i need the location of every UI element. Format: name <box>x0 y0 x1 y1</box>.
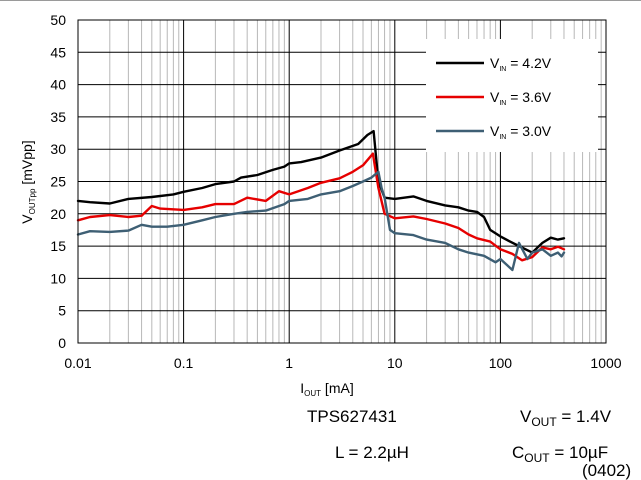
y-tick-label: 35 <box>50 109 66 125</box>
legend-box <box>426 39 598 152</box>
inductor-value: L = 2.2µH <box>335 443 409 462</box>
legend-label: VIN = 3.0V <box>490 123 552 141</box>
x-axis-label-sub: OUT <box>304 389 321 398</box>
y-tick-label: 25 <box>50 174 66 190</box>
y-tick-label: 5 <box>58 303 66 319</box>
y-tick-label: 45 <box>50 44 66 60</box>
x-tick-label: 0.01 <box>64 355 91 371</box>
y-axis-label-sub: OUTpp <box>28 188 37 214</box>
device-name: TPS627431 <box>307 407 397 426</box>
x-axis-label-main: I <box>300 380 304 396</box>
cout-rest: = 10µF <box>549 443 609 462</box>
vout-value: VOUT = 1.4V <box>520 407 612 428</box>
x-tick-label: 10 <box>387 355 403 371</box>
legend: VIN = 4.2V VIN = 3.6V VIN = 3.0V <box>426 39 598 152</box>
tick-labels: 0.01 0.1 1 10 100 1000 0 5 10 15 20 25 30 35 40 45 50 <box>50 12 621 371</box>
vout-sub: OUT <box>531 415 557 429</box>
y-axis-label: VOUTpp [mVpp] <box>19 140 37 223</box>
cout-value: COUT = 10µF <box>512 443 609 464</box>
x-tick-label: 1000 <box>590 355 621 371</box>
y-axis-label-main: V <box>19 214 35 224</box>
y-tick-label: 30 <box>50 141 66 157</box>
grid <box>78 20 606 343</box>
legend-label: VIN = 4.2V <box>490 55 552 73</box>
x-axis-label: IOUT [mA] <box>300 380 353 398</box>
x-tick-label: 100 <box>489 355 513 371</box>
y-tick-label: 20 <box>50 206 66 222</box>
y-tick-label: 15 <box>50 238 66 254</box>
vout-main: V <box>520 407 532 426</box>
series-line-1 <box>76 129 566 254</box>
series-line-2 <box>76 152 566 262</box>
y-tick-label: 10 <box>50 270 66 286</box>
cout-package: (0402) <box>582 461 632 480</box>
top-border-line <box>0 0 641 1</box>
series-line-3 <box>76 170 566 272</box>
plot-frame <box>77 19 607 344</box>
y-tick-label: 40 <box>50 77 66 93</box>
series-layer <box>76 129 566 272</box>
x-tick-label: 1 <box>285 355 293 371</box>
y-tick-label: 50 <box>50 12 66 28</box>
x-axis-label-rest: [mA] <box>321 380 354 396</box>
cout-sub: OUT <box>524 451 550 465</box>
cout-main: C <box>512 443 525 462</box>
y-axis-label-rest: [mVpp] <box>19 140 35 188</box>
y-tick-label: 0 <box>58 335 66 351</box>
legend-label: VIN = 3.6V <box>490 89 552 107</box>
vout-rest: = 1.4V <box>556 407 612 426</box>
x-tick-label: 0.1 <box>174 355 194 371</box>
